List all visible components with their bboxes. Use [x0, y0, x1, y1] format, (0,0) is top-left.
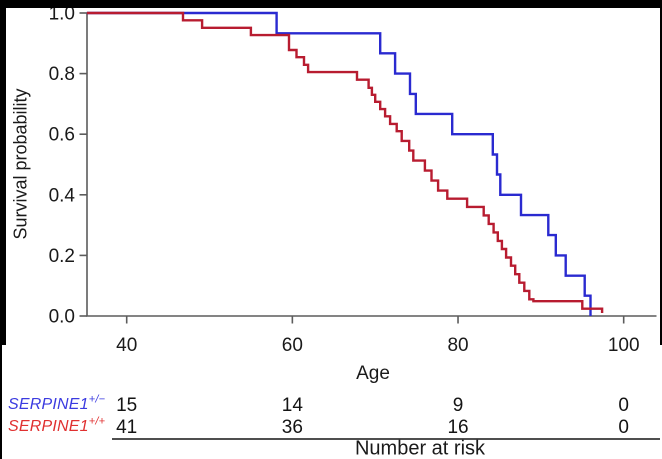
at-risk-title: Number at risk — [354, 437, 486, 459]
gene-name: SERPINE1 — [8, 396, 89, 413]
x-axis-title: Age — [356, 363, 390, 384]
y-tick-label: 0.8 — [49, 64, 75, 85]
y-tick-label: 0.2 — [49, 246, 75, 267]
x-tick-label: 60 — [282, 335, 303, 356]
x-tick-label: 80 — [447, 335, 468, 356]
y-tick-label: 0.0 — [49, 307, 75, 328]
at-risk-count: 9 — [452, 395, 464, 416]
group-label-serpine1-het: SERPINE1+/− — [8, 393, 106, 414]
at-risk-count: 0 — [618, 417, 629, 438]
frame-border-left — [0, 0, 6, 345]
at-risk-count: 14 — [281, 395, 303, 416]
at-risk-count: 16 — [447, 417, 469, 438]
y-axis-title: Survival probability — [10, 88, 31, 240]
x-tick-label: 100 — [608, 335, 640, 356]
at-risk-count: 41 — [116, 417, 138, 438]
x-tick-label: 40 — [116, 335, 137, 356]
at-risk-count: 15 — [116, 395, 138, 416]
y-tick-label: 0.6 — [49, 125, 75, 146]
frame-border-right — [660, 0, 662, 345]
y-tick-label: 1.0 — [49, 4, 75, 25]
genotype-sup-wt: +/+ — [88, 415, 106, 428]
frame-border-top — [0, 0, 662, 8]
group-label-serpine1-wt: SERPINE1+/+ — [8, 415, 106, 436]
at-risk-table-rule — [112, 438, 660, 440]
km-curve-serpine1-wt — [86, 11, 604, 313]
genotype-sup-het: +/− — [88, 393, 106, 406]
axes — [86, 13, 657, 317]
km-curve-serpine1-het — [86, 11, 592, 316]
frame-border-left-lower — [0, 345, 2, 459]
y-tick-label: 0.4 — [49, 185, 76, 206]
gene-name: SERPINE1 — [8, 418, 89, 435]
at-risk-count: 36 — [281, 417, 303, 438]
at-risk-count: 0 — [618, 395, 629, 416]
